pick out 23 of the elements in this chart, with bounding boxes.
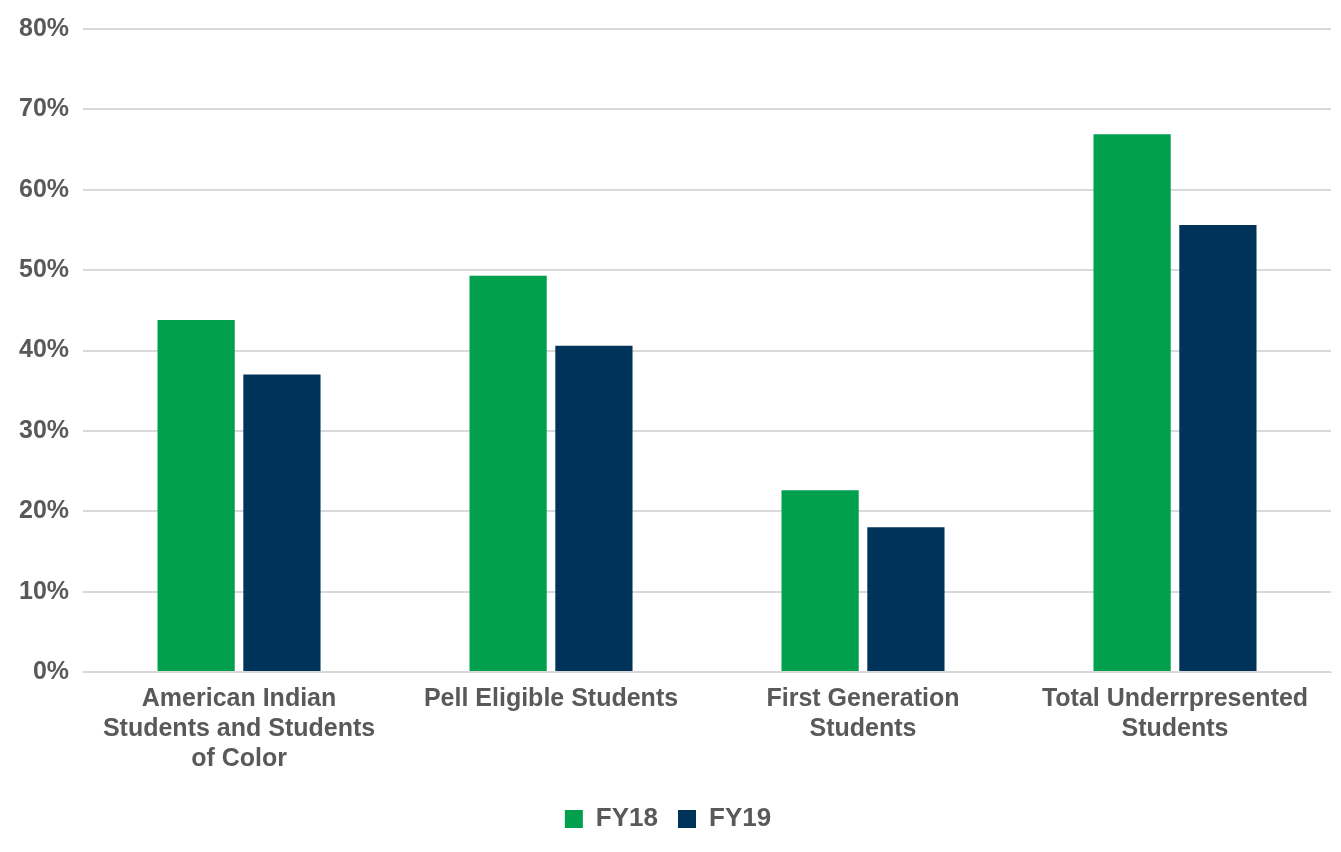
bar [243,374,321,671]
legend-label: FY19 [709,802,772,833]
x-tick-label: Total Underrpresented Students [1041,682,1309,741]
x-tick-label: Pell Eligible Students [423,682,679,711]
bar [1179,225,1257,671]
y-tick-label: 70% [18,93,70,122]
bar [555,345,633,671]
y-tick-label: 10% [18,575,70,604]
x-tick-label: American Indian Students and Students of Color [102,682,376,771]
y-tick-label: 40% [18,334,70,363]
bar [781,490,859,671]
y-tick-label: 50% [18,254,70,283]
y-tick-label: 20% [18,495,70,524]
x-tick-label: First Generation Students [766,682,960,741]
bar [469,275,547,671]
bar [157,319,235,671]
y-tick-label: 0% [32,655,70,684]
y-tick-label: 80% [18,12,70,41]
bar [867,527,945,671]
y-tick-label: 30% [18,414,70,443]
y-tick-label: 60% [18,173,70,202]
bar [1093,134,1171,671]
legend-label: FY18 [595,802,659,833]
